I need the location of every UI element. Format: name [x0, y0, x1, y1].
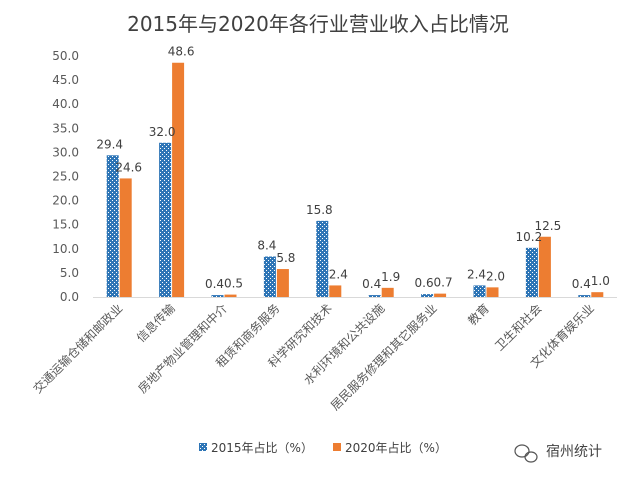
bar-2020 — [119, 178, 132, 297]
y-tick-label: 5.0 — [60, 266, 79, 280]
watermark: 宿州统计 — [514, 443, 602, 463]
x-axis: 交通运输仓储和邮政业 信息传输房地产物业管理和中介租赁和商务服务科学研究和技术水利… — [30, 297, 617, 413]
data-label: 0.7 — [434, 276, 453, 290]
y-tick-label: 0.0 — [60, 290, 79, 304]
bar-2015 — [263, 256, 276, 297]
data-label: 10.2 — [516, 230, 543, 244]
data-label: 24.6 — [115, 160, 142, 174]
y-tick-label: 40.0 — [52, 97, 79, 111]
data-label: 0.4 — [205, 277, 224, 291]
data-label: 5.8 — [276, 251, 295, 265]
data-label: 0.4 — [362, 277, 381, 291]
data-label: 32.0 — [149, 125, 176, 139]
bar-2020 — [486, 287, 499, 297]
data-label: 8.4 — [257, 239, 276, 253]
legend-label-2015: 2015年占比（%） — [211, 440, 313, 455]
bar-2020 — [538, 236, 551, 297]
wechat-icon — [514, 444, 538, 463]
watermark-text: 宿州统计 — [546, 443, 602, 460]
bar-2015 — [316, 220, 329, 297]
data-label: 0.6 — [415, 276, 434, 290]
data-label: 2.0 — [486, 269, 505, 283]
bar-2020 — [434, 293, 447, 297]
bar-2015 — [421, 294, 434, 297]
bar-2020 — [276, 269, 289, 297]
chart-title: 2015年与2020年各行业营业收入占比情况 — [127, 12, 509, 36]
x-tick-label: 教育 — [465, 301, 493, 329]
y-tick-label: 15.0 — [52, 218, 79, 232]
data-label: 15.8 — [306, 203, 333, 217]
bar-2015 — [473, 285, 486, 297]
legend: 2015年占比（%） 2020年占比（%） — [199, 440, 447, 455]
data-label: 0.5 — [224, 277, 243, 291]
data-label: 2.4 — [467, 267, 486, 281]
data-label: 1.9 — [381, 270, 400, 284]
bars — [106, 62, 604, 297]
data-label: 0.4 — [572, 277, 591, 291]
y-axis: 0.0 5.0 10.0 15.0 20.0 25.0 30.0 35.0 40.0 45.0 50… — [52, 49, 79, 304]
x-tick-label: 交通运输仓储和邮政业 — [30, 301, 125, 396]
y-tick-label: 20.0 — [52, 194, 79, 208]
x-tick-label: 信息传输 — [133, 301, 178, 346]
x-tick-label: 房地产物业管理和中介 — [135, 301, 230, 396]
bar-2020 — [591, 292, 604, 297]
bar-2020 — [172, 62, 185, 297]
data-label: 12.5 — [535, 219, 562, 233]
data-labels: 29.424.632.048.60.4 0.58.45.815.82.40.41.… — [96, 45, 610, 291]
bar-2020 — [329, 285, 342, 297]
bar-2020 — [224, 294, 237, 297]
y-tick-label: 45.0 — [52, 73, 79, 87]
y-tick-label: 25.0 — [52, 170, 79, 184]
data-label: 29.4 — [96, 137, 123, 151]
data-label: 48.6 — [168, 45, 195, 59]
x-tick-label: 卫生和社会 — [491, 301, 544, 354]
y-tick-label: 30.0 — [52, 145, 79, 159]
data-label: 1.0 — [591, 274, 610, 288]
y-tick-label: 10.0 — [52, 242, 79, 256]
x-tick-label: 居民服务修理和其它服务业 — [327, 301, 439, 413]
bar-2015 — [525, 247, 538, 297]
legend-swatch-2015 — [199, 443, 207, 451]
bar-2015 — [159, 142, 172, 297]
bar-2015 — [106, 155, 119, 297]
legend-label-2020: 2020年占比（%） — [345, 440, 447, 455]
bar-2020 — [381, 287, 394, 297]
y-tick-label: 35.0 — [52, 121, 79, 135]
bar-2015 — [211, 295, 224, 297]
bar-2015 — [578, 295, 591, 297]
data-label: 2.4 — [329, 267, 348, 281]
bar-2015 — [368, 295, 381, 297]
legend-swatch-2020 — [333, 443, 341, 451]
y-tick-label: 50.0 — [52, 49, 79, 63]
